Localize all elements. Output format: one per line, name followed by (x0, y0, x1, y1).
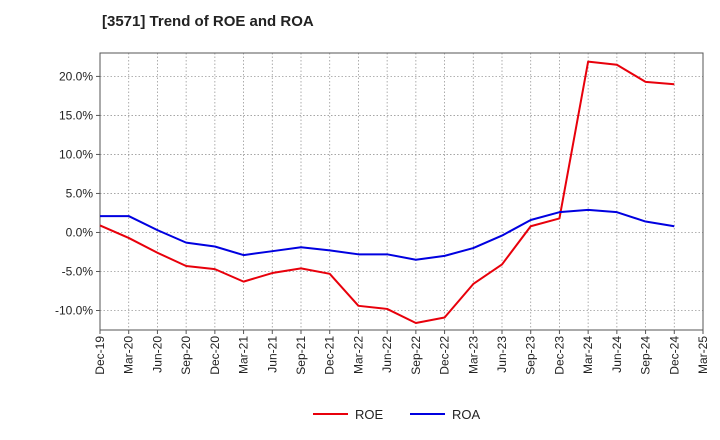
x-tick-label: Mar-25 (696, 336, 710, 374)
legend-label-roe: ROE (355, 407, 384, 422)
chart-title: [3571] Trend of ROE and ROA (102, 13, 314, 30)
x-tick-label: Jun-23 (495, 336, 509, 373)
x-tick-label: Dec-19 (93, 336, 107, 375)
x-tick-label: Sep-20 (179, 336, 193, 375)
x-tick-label: Dec-21 (323, 336, 337, 375)
x-tick-label: Sep-21 (294, 336, 308, 375)
x-tick-label: Jun-20 (150, 336, 164, 373)
x-tick-label: Jun-21 (265, 336, 279, 373)
x-tick-label: Jun-24 (610, 336, 624, 373)
y-tick-label: 0.0% (66, 225, 94, 239)
x-tick-label: Mar-21 (237, 336, 251, 374)
x-tick-label: Mar-22 (351, 336, 365, 374)
y-tick-label: 20.0% (59, 69, 93, 83)
x-tick-label: Dec-24 (667, 336, 681, 375)
x-axis: Dec-19 Mar-20 Jun-20 Sep-20 Dec-20 Mar-21 Jun-… (93, 330, 710, 375)
legend-label-roa: ROA (452, 407, 481, 422)
grid-lines (100, 53, 703, 330)
y-axis: -10.0% -5.0% 0.0% 5.0% 10.0% 15.0% 20.0% (55, 69, 100, 317)
series-line-roe (99, 60, 675, 324)
x-tick-label: Sep-22 (409, 336, 423, 375)
x-tick-label: Dec-20 (208, 336, 222, 375)
y-tick-label: 10.0% (59, 147, 93, 161)
y-tick-label: -5.0% (62, 264, 94, 278)
x-tick-label: Mar-24 (581, 336, 595, 374)
plot-frame (99, 52, 704, 331)
y-tick-label: 15.0% (59, 108, 93, 122)
legend: ROE ROA (313, 407, 481, 422)
plot-area (100, 53, 703, 330)
x-tick-label: Mar-20 (122, 336, 136, 374)
x-tick-label: Jun-22 (380, 336, 394, 373)
x-tick-label: Dec-23 (552, 336, 566, 375)
y-tick-label: 5.0% (66, 186, 94, 200)
y-tick-label: -10.0% (55, 303, 93, 317)
x-tick-label: Dec-22 (438, 336, 452, 375)
x-tick-label: Mar-23 (466, 336, 480, 374)
x-tick-label: Sep-24 (639, 336, 653, 375)
x-tick-label: Sep-23 (524, 336, 538, 375)
series-line-roa (100, 208, 675, 261)
